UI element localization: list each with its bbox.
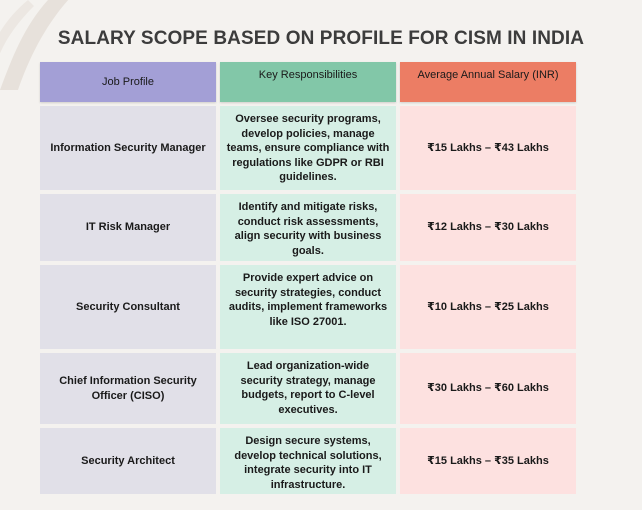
row-4-responsibilities: Lead organization-wide security strategy…: [220, 353, 396, 424]
row-5-salary: ₹15 Lakhs – ₹35 Lakhs: [400, 428, 576, 494]
salary-table: Job Profile Key Responsibilities Average…: [40, 62, 576, 494]
row-2-responsibilities: Identify and mitigate risks, conduct ris…: [220, 194, 396, 261]
page-title: SALARY SCOPE BASED ON PROFILE FOR CISM I…: [57, 28, 585, 49]
row-2-salary: ₹12 Lakhs – ₹30 Lakhs: [400, 194, 576, 261]
header-average-salary: Average Annual Salary (INR): [400, 62, 576, 102]
header-job-profile: Job Profile: [40, 62, 216, 102]
row-3-job-profile: Security Consultant: [40, 265, 216, 349]
row-1-salary: ₹15 Lakhs – ₹43 Lakhs: [400, 106, 576, 190]
header-key-responsibilities: Key Responsibilities: [220, 62, 396, 102]
row-2-job-profile: IT Risk Manager: [40, 194, 216, 261]
row-1-job-profile: Information Security Manager: [40, 106, 216, 190]
row-4-job-profile: Chief Information Security Officer (CISO…: [40, 353, 216, 424]
row-5-responsibilities: Design secure systems, develop technical…: [220, 428, 396, 494]
row-1-responsibilities: Oversee security programs, develop polic…: [220, 106, 396, 190]
row-3-responsibilities: Provide expert advice on security strate…: [220, 265, 396, 349]
row-5-job-profile: Security Architect: [40, 428, 216, 494]
row-3-salary: ₹10 Lakhs – ₹25 Lakhs: [400, 265, 576, 349]
decorative-brush-stroke: [0, 0, 69, 90]
row-4-salary: ₹30 Lakhs – ₹60 Lakhs: [400, 353, 576, 424]
